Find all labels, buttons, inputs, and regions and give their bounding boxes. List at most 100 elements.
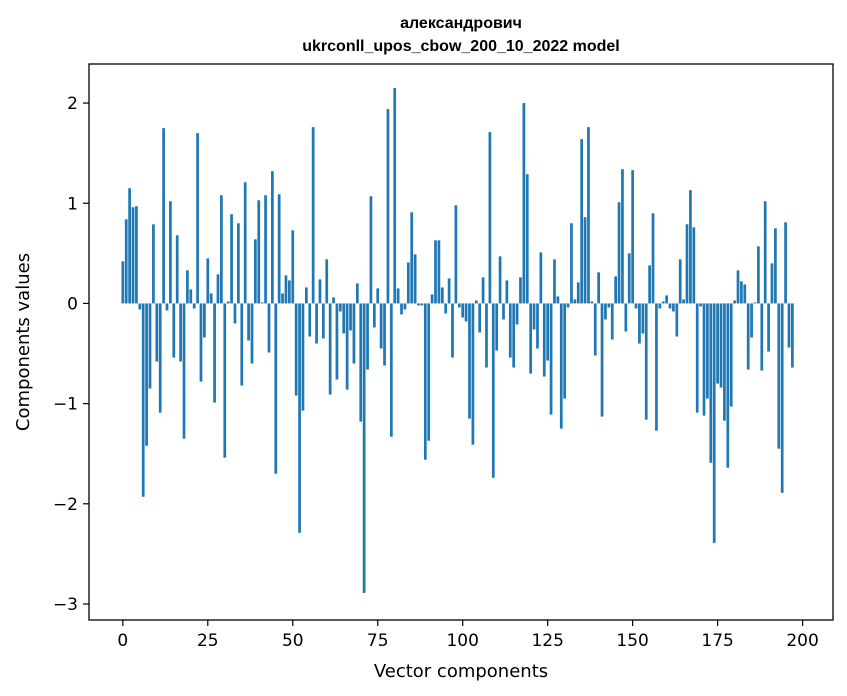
bar-43 bbox=[267, 303, 271, 353]
bar-41 bbox=[260, 302, 264, 304]
bar-176 bbox=[719, 303, 723, 388]
x-tick-label: 75 bbox=[367, 631, 389, 651]
bar-24 bbox=[203, 303, 206, 338]
chart-title-line-1: александрович bbox=[400, 15, 522, 32]
bar-161 bbox=[668, 303, 672, 309]
bar-181 bbox=[736, 270, 740, 304]
bar-107 bbox=[485, 303, 488, 368]
bar-87 bbox=[417, 303, 420, 306]
bar-131 bbox=[566, 303, 570, 308]
bar-125 bbox=[546, 303, 550, 361]
bar-92 bbox=[434, 240, 437, 304]
bar-29 bbox=[220, 195, 223, 304]
y-tick-label: −2 bbox=[53, 495, 78, 515]
bar-145 bbox=[614, 276, 618, 304]
bar-69 bbox=[355, 283, 359, 304]
bar-101 bbox=[464, 303, 468, 322]
bar-146 bbox=[617, 202, 621, 304]
bar-15 bbox=[172, 303, 176, 358]
bar-96 bbox=[447, 278, 451, 304]
x-axis-ticks: 0 25 50 75 100 125 150 175 200 bbox=[117, 620, 819, 651]
bar-2 bbox=[128, 188, 131, 304]
bar-159 bbox=[661, 301, 665, 304]
bar-25 bbox=[206, 258, 210, 304]
bar-31 bbox=[226, 301, 230, 304]
bar-142 bbox=[604, 303, 607, 320]
bar-115 bbox=[512, 303, 516, 368]
bar-183 bbox=[743, 284, 747, 304]
bar-187 bbox=[757, 246, 760, 304]
bar-114 bbox=[508, 303, 512, 358]
bar-168 bbox=[692, 227, 696, 304]
bar-65 bbox=[342, 303, 346, 334]
bar-77 bbox=[383, 303, 386, 366]
bar-28 bbox=[216, 274, 220, 304]
x-tick-label: 25 bbox=[197, 631, 219, 651]
bar-22 bbox=[196, 133, 199, 304]
bar-102 bbox=[468, 303, 471, 419]
bar-144 bbox=[610, 303, 614, 340]
bar-4 bbox=[135, 206, 138, 304]
bar-78 bbox=[386, 109, 390, 304]
bar-32 bbox=[230, 214, 233, 304]
bar-30 bbox=[223, 303, 227, 458]
bar-119 bbox=[525, 174, 529, 304]
bar-81 bbox=[396, 288, 400, 304]
bar-169 bbox=[695, 303, 699, 413]
bar-48 bbox=[284, 275, 288, 304]
bar-27 bbox=[213, 303, 216, 403]
bar-95 bbox=[444, 303, 448, 314]
bar-60 bbox=[325, 259, 329, 304]
bar-66 bbox=[345, 303, 349, 390]
bar-197 bbox=[791, 303, 794, 368]
bar-97 bbox=[451, 303, 454, 358]
bar-173 bbox=[709, 303, 713, 463]
bar-3 bbox=[131, 207, 135, 304]
bar-34 bbox=[237, 223, 240, 304]
bar-93 bbox=[437, 240, 441, 304]
x-tick-label: 150 bbox=[616, 631, 648, 651]
bar-153 bbox=[641, 303, 645, 334]
bar-13 bbox=[165, 303, 169, 311]
y-axis-label: Components values bbox=[13, 253, 34, 431]
bar-72 bbox=[366, 303, 369, 370]
y-tick-label: 0 bbox=[67, 294, 78, 314]
bar-129 bbox=[559, 303, 563, 429]
bar-140 bbox=[597, 272, 601, 304]
bar-82 bbox=[400, 303, 403, 315]
bar-193 bbox=[777, 303, 781, 449]
bar-23 bbox=[199, 303, 203, 382]
bar-126 bbox=[549, 303, 553, 415]
bar-163 bbox=[675, 303, 679, 337]
bar-123 bbox=[539, 252, 543, 304]
bar-71 bbox=[362, 303, 366, 593]
bar-171 bbox=[702, 303, 706, 416]
bar-152 bbox=[638, 303, 641, 344]
x-tick-label: 50 bbox=[282, 631, 304, 651]
bar-42 bbox=[264, 195, 267, 304]
bar-170 bbox=[699, 303, 702, 307]
bar-5 bbox=[138, 303, 142, 310]
bar-0 bbox=[121, 261, 125, 304]
bar-196 bbox=[787, 303, 791, 348]
bar-104 bbox=[474, 300, 478, 304]
bar-135 bbox=[580, 139, 584, 304]
bar-113 bbox=[505, 280, 509, 304]
bar-91 bbox=[430, 294, 434, 304]
bar-8 bbox=[148, 303, 152, 389]
bar-21 bbox=[192, 303, 196, 309]
bar-56 bbox=[311, 127, 315, 304]
bar-11 bbox=[158, 303, 162, 413]
bar-134 bbox=[576, 282, 580, 304]
bar-110 bbox=[495, 303, 499, 351]
x-tick-label: 125 bbox=[531, 631, 563, 651]
bar-45 bbox=[274, 303, 278, 474]
bar-14 bbox=[169, 201, 172, 304]
bar-20 bbox=[189, 289, 193, 304]
bar-39 bbox=[254, 239, 257, 304]
bar-49 bbox=[288, 280, 291, 304]
bar-7 bbox=[145, 303, 148, 446]
x-axis-label: Vector components bbox=[374, 661, 548, 682]
bar-143 bbox=[607, 303, 611, 308]
bar-64 bbox=[338, 303, 342, 312]
